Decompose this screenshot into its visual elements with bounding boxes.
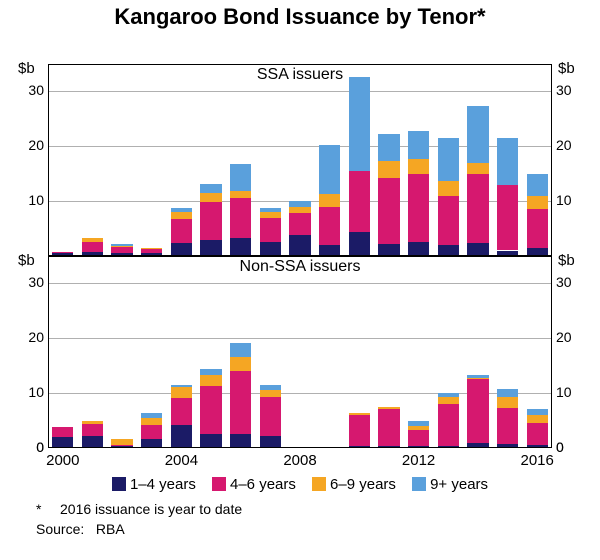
legend-item-2: 4–6 years (212, 476, 296, 493)
source-value: RBA (96, 521, 125, 537)
x-tick-label: 2016 (517, 452, 557, 469)
chart-plot-area: $b$b$b$b101020203030SSA issuers001010202… (0, 30, 600, 470)
chart-title: Kangaroo Bond Issuance by Tenor* (0, 4, 600, 30)
y-tick-label: 10 (556, 192, 572, 208)
legend-label-4: 9+ years (430, 476, 488, 493)
y-tick-label: 30 (556, 274, 572, 290)
y-tick-label: 30 (28, 82, 44, 98)
y-tick-label: 20 (28, 329, 44, 345)
x-tick-label: 2008 (280, 452, 320, 469)
x-tick-label: 2004 (161, 452, 201, 469)
legend-swatch-1 (112, 477, 126, 491)
y-tick-label: 30 (28, 274, 44, 290)
panel-border (48, 64, 552, 256)
legend-swatch-2 (212, 477, 226, 491)
legend-item-3: 6–9 years (312, 476, 396, 493)
y-tick-label: 10 (28, 384, 44, 400)
panel-border (48, 256, 552, 448)
y-tick-label: 10 (556, 384, 572, 400)
footnote-text: 2016 issuance is year to date (60, 501, 242, 517)
source-line: Source: RBA (36, 521, 600, 537)
legend-swatch-3 (312, 477, 326, 491)
y-tick-label: 20 (28, 137, 44, 153)
footnote-marker: * (36, 501, 60, 517)
legend-label-1: 1–4 years (130, 476, 196, 493)
source-label: Source: (36, 521, 84, 537)
legend-label-2: 4–6 years (230, 476, 296, 493)
y-tick-label: 30 (556, 82, 572, 98)
legend-item-1: 1–4 years (112, 476, 196, 493)
y-tick-label: 20 (556, 329, 572, 345)
legend-item-4: 9+ years (412, 476, 488, 493)
legend-swatch-4 (412, 477, 426, 491)
x-tick-label: 2000 (43, 452, 83, 469)
legend-label-3: 6–9 years (330, 476, 396, 493)
y-tick-label: 10 (28, 192, 44, 208)
legend: 1–4 years 4–6 years 6–9 years 9+ years (0, 476, 600, 493)
y-tick-label: 20 (556, 137, 572, 153)
x-tick-label: 2012 (399, 452, 439, 469)
footnote: *2016 issuance is year to date (36, 501, 600, 517)
